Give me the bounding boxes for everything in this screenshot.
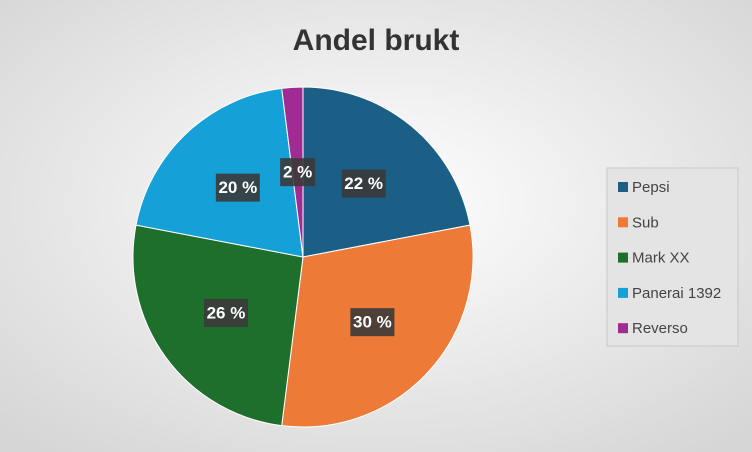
legend-swatch: [618, 287, 628, 298]
legend-swatch: [618, 252, 628, 263]
data-label-box: [215, 173, 260, 202]
data-label-box: [341, 169, 386, 198]
data-label: 30 %: [353, 313, 392, 332]
data-label-box: [280, 158, 316, 187]
data-label-box: [350, 308, 395, 337]
data-label: 22 %: [344, 174, 383, 193]
data-label: 26 %: [207, 303, 246, 322]
legend-label: Mark XX: [632, 250, 690, 267]
legend-label: Sub: [632, 214, 659, 231]
legend-swatch: [618, 182, 628, 192]
chart-title: Andel brukt: [293, 24, 460, 57]
pie-slice: [135, 87, 304, 258]
legend-label: Panerai 1392: [632, 285, 721, 302]
pie-slice: [302, 86, 471, 258]
data-label: 2 %: [283, 163, 312, 182]
legend-swatch: [618, 217, 628, 228]
data-label-box: [203, 298, 248, 327]
data-label: 20 %: [218, 178, 257, 197]
legend-swatch: [618, 323, 628, 334]
legend-label: Reverso: [632, 320, 688, 337]
legend-label: Pepsi: [632, 179, 670, 196]
legend-box: [606, 167, 739, 347]
